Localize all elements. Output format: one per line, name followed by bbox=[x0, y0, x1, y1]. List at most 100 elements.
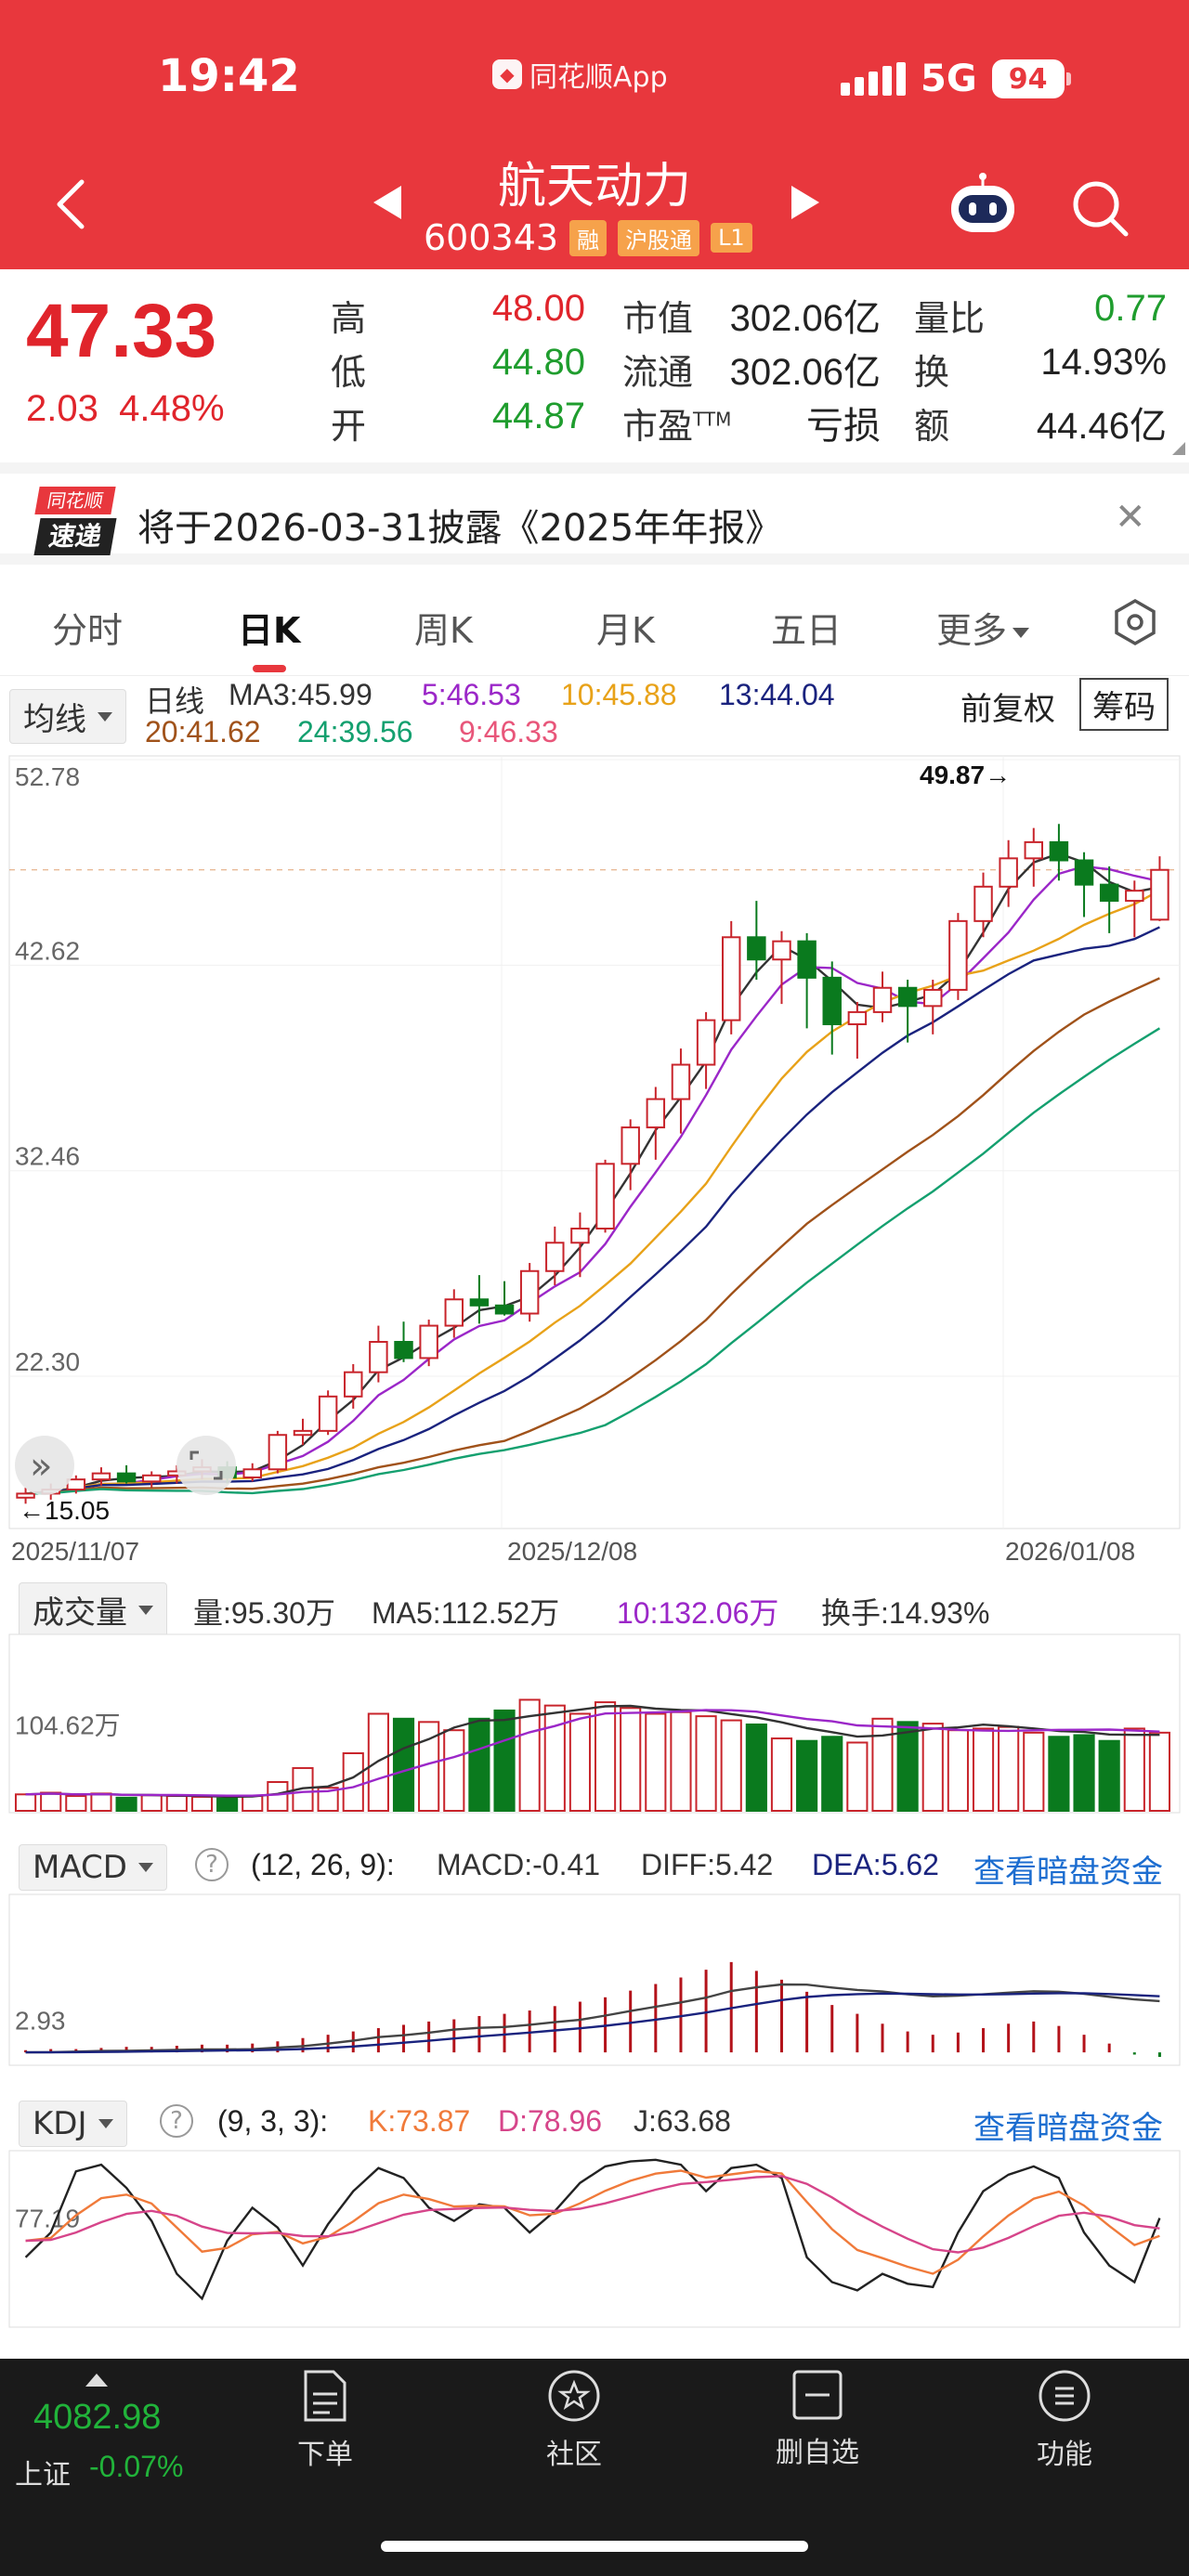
volume-bar bbox=[468, 1717, 490, 1812]
candle-body bbox=[16, 1492, 35, 1499]
stock-code: 600343 bbox=[424, 217, 559, 258]
volume-bar bbox=[543, 1704, 566, 1812]
candle-body bbox=[419, 1324, 438, 1360]
turnover-value: 14.93% bbox=[1040, 342, 1167, 383]
nav-remove-watchlist[interactable]: 删自选 bbox=[752, 2368, 882, 2470]
volume-bar bbox=[90, 1792, 112, 1812]
pe-label: 市盈TTM bbox=[622, 406, 732, 447]
candle-body bbox=[141, 1474, 162, 1483]
index-value[interactable]: 4082.98 bbox=[33, 2398, 162, 2437]
ma-items-item: 9:46.33 bbox=[459, 715, 558, 748]
candle-body bbox=[1024, 840, 1044, 860]
candle-body bbox=[872, 986, 893, 1013]
app-header: 19:42 ◆ 同花顺App 5G 94 航天动力 600343 融 沪股通 L… bbox=[0, 0, 1189, 269]
ma-selector[interactable]: 均线 bbox=[9, 689, 126, 744]
candle-body bbox=[797, 940, 817, 979]
volume-chart[interactable]: 104.62万 bbox=[0, 1633, 1189, 1818]
next-stock-arrow-icon[interactable] bbox=[791, 186, 819, 219]
candle-body bbox=[973, 885, 993, 922]
volume-bar bbox=[443, 1729, 465, 1812]
stock-code-row: 600343 融 沪股通 L1 bbox=[424, 217, 752, 258]
candle-body bbox=[116, 1472, 137, 1483]
open-label: 开 bbox=[331, 406, 367, 447]
macd-items-item: DEA:5.62 bbox=[812, 1848, 939, 1881]
tab-monthly-k[interactable]: 月K bbox=[596, 610, 655, 651]
volume-bar bbox=[720, 1719, 742, 1812]
tab-five-day[interactable]: 五日 bbox=[771, 610, 843, 651]
kdj-y-tick: 77.19 bbox=[15, 2205, 80, 2233]
tag-margin: 融 bbox=[569, 219, 608, 256]
tab-daily-k[interactable]: 日K bbox=[238, 610, 301, 651]
status-app-name: 同花顺App bbox=[529, 61, 668, 94]
close-icon[interactable]: ✕ bbox=[1115, 496, 1146, 539]
volume-bar bbox=[846, 1741, 869, 1812]
fullscreen-glyph bbox=[214, 1471, 223, 1480]
expand-up-icon[interactable] bbox=[85, 2374, 108, 2387]
kdj-dark-pool-link[interactable]: 查看暗盘资金 bbox=[973, 2110, 1163, 2147]
candle-body bbox=[344, 1371, 363, 1398]
price-change: 2.03 4.48% bbox=[26, 388, 225, 430]
candle-body bbox=[1099, 883, 1119, 903]
ma-items-item: 10:45.88 bbox=[561, 678, 677, 711]
volume-bar bbox=[140, 1794, 163, 1813]
candle-body bbox=[1049, 840, 1069, 862]
float-cap-label: 流通 bbox=[622, 352, 694, 393]
kdj-selector[interactable]: KDJ bbox=[19, 2101, 127, 2147]
candle-body bbox=[570, 1228, 590, 1244]
expand-corner-icon[interactable] bbox=[1172, 442, 1185, 455]
order-icon bbox=[304, 2370, 346, 2422]
macd-items-item: DIFF:5.42 bbox=[641, 1848, 774, 1881]
announcement-banner[interactable]: 同花顺 速递 将于2026-03-31披露《2025年年报》 ✕ bbox=[0, 462, 1189, 565]
nav-community[interactable]: 社区 bbox=[509, 2368, 639, 2472]
battery-level: 94 bbox=[991, 59, 1065, 98]
macd-chart[interactable]: 2.93 bbox=[0, 1893, 1189, 2069]
robot-assistant-icon[interactable] bbox=[946, 173, 1020, 238]
volume-bar bbox=[190, 1795, 214, 1812]
chip-distribution-button[interactable]: 筹码 bbox=[1079, 678, 1169, 731]
tab-intraday[interactable]: 分时 bbox=[52, 610, 124, 651]
nav-order[interactable]: 下单 bbox=[260, 2368, 390, 2472]
macd-dark-pool-link[interactable]: 查看暗盘资金 bbox=[973, 1854, 1163, 1891]
volume-bar bbox=[972, 1727, 995, 1812]
turnover-label: 换 bbox=[914, 352, 950, 393]
ma-prefix: 日线 bbox=[145, 684, 205, 718]
volume-bar bbox=[267, 1781, 289, 1812]
ma-items-item: 24:39.56 bbox=[297, 715, 413, 748]
kdj-help-icon[interactable]: ? bbox=[160, 2104, 193, 2138]
volume-bar bbox=[165, 1795, 188, 1813]
tab-more[interactable]: 更多 bbox=[936, 602, 1030, 653]
volume-bar bbox=[367, 1712, 389, 1812]
vol-items-item: MA5:112.52万 bbox=[372, 1596, 560, 1630]
volume-bar bbox=[645, 1712, 667, 1812]
volume-bar bbox=[317, 1787, 339, 1812]
ma-items-item: MA3:45.99 bbox=[229, 678, 372, 711]
home-indicator[interactable] bbox=[381, 2541, 808, 2552]
amount-value: 44.46亿 bbox=[1036, 406, 1167, 447]
adjust-mode[interactable]: 前复权 bbox=[960, 692, 1055, 727]
stock-name: 航天动力 bbox=[497, 159, 691, 215]
chart-settings-icon[interactable] bbox=[1111, 598, 1159, 646]
kline-chart[interactable]: 52.78 42.62 32.46 22.30 49.87→ ←15.05 » 2025/11… bbox=[0, 752, 1189, 1569]
volume-ratio-label: 量比 bbox=[914, 298, 986, 339]
volume-selector[interactable]: 成交量 bbox=[19, 1582, 167, 1637]
min-price-label: ←15.05 bbox=[19, 1496, 110, 1525]
high-value: 48.00 bbox=[491, 288, 585, 329]
tab-weekly-k[interactable]: 周K bbox=[414, 610, 473, 651]
macd-help-icon[interactable]: ? bbox=[195, 1848, 229, 1881]
prev-stock-arrow-icon[interactable] bbox=[373, 186, 401, 219]
search-icon[interactable] bbox=[1068, 176, 1133, 241]
macd-frame bbox=[8, 1893, 1181, 2066]
back-arrow-icon[interactable] bbox=[52, 176, 89, 232]
candle-body bbox=[696, 1019, 716, 1066]
ma-items-item: 13:44.04 bbox=[719, 678, 835, 711]
volume-bar bbox=[40, 1791, 62, 1812]
y-tick-label: 52.78 bbox=[15, 762, 80, 791]
candle-body bbox=[822, 976, 842, 1025]
volume-bar bbox=[947, 1729, 969, 1812]
nav-functions[interactable]: 功能 bbox=[1000, 2368, 1130, 2472]
market-cap-value: 302.06亿 bbox=[729, 298, 881, 339]
kdj-chart[interactable]: 77.19 bbox=[0, 2149, 1189, 2335]
macd-selector[interactable]: MACD bbox=[19, 1844, 167, 1891]
kdj-frame bbox=[8, 2150, 1181, 2328]
volume-bar bbox=[242, 1795, 264, 1813]
